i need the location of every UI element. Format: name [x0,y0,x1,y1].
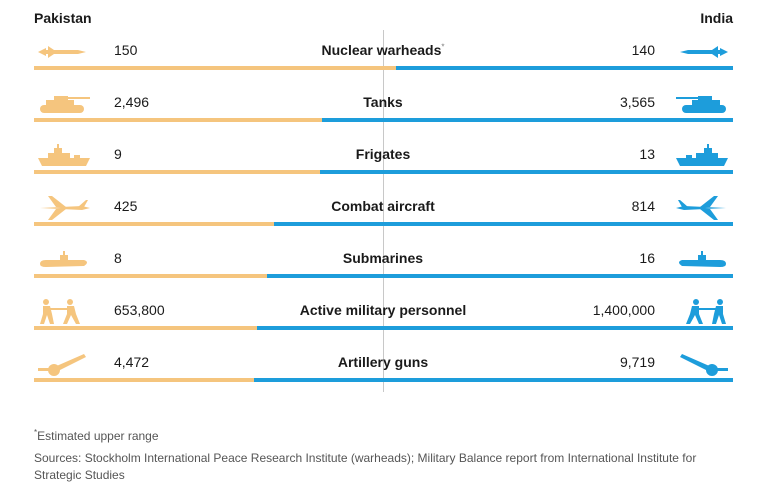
footnote-estimate-text: Estimated upper range [37,429,159,443]
missile-icon [672,38,732,66]
pakistan-bar [34,118,322,122]
india-bar [319,170,733,174]
category-label: Combat aircraft [331,198,435,214]
soldiers-icon [672,298,732,326]
india-bar [321,118,733,122]
india-bar [273,222,733,226]
chart-row: 9 13 Frigates [0,142,763,182]
category-label: Nuclear warheads* [321,42,445,58]
footnote-estimate: *Estimated upper range [34,428,159,443]
category-label: Artillery guns [337,354,429,370]
chart-row: 653,800 1,400,000 Active military personne… [0,298,763,338]
tank-icon [672,90,732,118]
india-value: 814 [631,198,655,214]
pakistan-bar [34,378,255,382]
india-bar [395,66,733,70]
pakistan-bar [34,326,257,330]
note-marker: * [441,42,445,52]
pakistan-value: 653,800 [114,302,165,318]
india-value: 140 [631,42,655,58]
pakistan-value: 150 [114,42,138,58]
tank-icon [34,90,94,118]
pakistan-bar [34,66,396,70]
category-label: Tanks [363,94,403,110]
jet-icon [34,194,94,222]
category-label: Frigates [355,146,411,162]
pakistan-value: 4,472 [114,354,150,370]
frigate-icon [34,142,94,170]
category-label: Submarines [342,250,424,266]
pakistan-bar [34,274,267,278]
chart-row: 4,472 9,719 Artillery guns [0,350,763,390]
pakistan-header: Pakistan [34,10,92,26]
frigate-icon [672,142,732,170]
india-value: 16 [639,250,655,266]
pakistan-value: 425 [114,198,138,214]
artillery-icon [34,350,94,378]
pakistan-bar [34,170,320,174]
missile-icon [34,38,94,66]
pakistan-value: 2,496 [114,94,150,110]
india-bar [254,378,733,382]
soldiers-icon [34,298,94,326]
footnote-marker: * [34,428,38,437]
pakistan-bar [34,222,274,226]
india-value: 1,400,000 [592,302,655,318]
pakistan-value: 9 [114,146,122,162]
submarine-icon [34,246,94,274]
india-value: 9,719 [619,354,655,370]
chart-row: 425 814 Combat aircraft [0,194,763,234]
footnote-sources: Sources: Stockholm International Peace R… [34,451,697,482]
india-bar [256,326,733,330]
category-label: Active military personnel [299,302,467,318]
submarine-icon [672,246,732,274]
jet-icon [672,194,732,222]
india-bar [267,274,733,278]
india-value: 13 [639,146,655,162]
center-divider [383,30,384,392]
chart-row: 150 140 Nuclear warheads* [0,38,763,78]
pakistan-value: 8 [114,250,122,266]
india-header: India [700,10,733,26]
india-value: 3,565 [619,94,655,110]
artillery-icon [672,350,732,378]
chart-row: 8 16 Submarines [0,246,763,286]
chart-row: 2,496 3,565 Tanks [0,90,763,130]
